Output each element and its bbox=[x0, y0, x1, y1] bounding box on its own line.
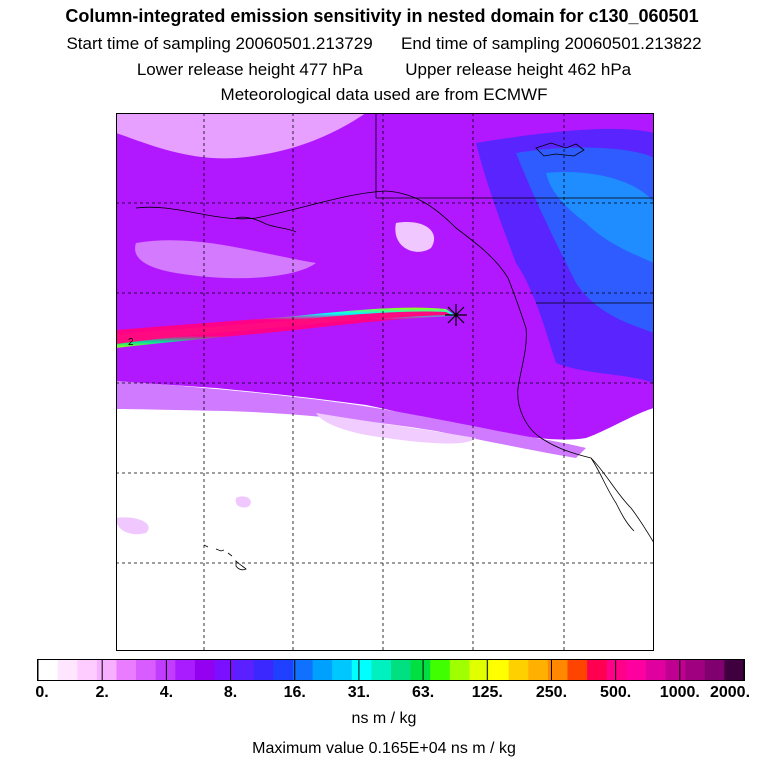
border-line bbox=[375, 113, 654, 199]
colorbar-swatch bbox=[253, 660, 274, 680]
colorbar-unit: ns m / kg bbox=[351, 710, 417, 727]
met-data-note: Meteorological data used are from ECMWF bbox=[220, 85, 548, 104]
coastline-alaska bbox=[135, 190, 527, 329]
colorbar-swatch bbox=[410, 660, 431, 680]
colorbar-swatch bbox=[371, 660, 392, 680]
colorbar-swatch bbox=[175, 660, 196, 680]
colorbar-tick-label: 31. bbox=[347, 684, 371, 701]
colorbar-tick-label: 125. bbox=[471, 684, 503, 701]
map-frame bbox=[116, 113, 654, 651]
colorbar-tick-label: 4. bbox=[159, 684, 174, 701]
sensitivity-map: 2 bbox=[116, 113, 654, 651]
colorbar-swatch bbox=[136, 660, 157, 680]
colorbar-swatch bbox=[214, 660, 235, 680]
colorbar-swatch bbox=[528, 660, 549, 680]
colorbar-tick-label: 500. bbox=[600, 684, 632, 701]
islands-hawaii bbox=[203, 544, 247, 571]
plume-contour-label: 2 bbox=[128, 337, 134, 348]
colorbar-swatch bbox=[292, 660, 314, 680]
colorbar-swatch bbox=[704, 660, 725, 680]
plume-core bbox=[116, 311, 452, 344]
maximum-value: Maximum value 0.165E+04 ns m / kg bbox=[252, 740, 516, 757]
coastline-westcoast bbox=[517, 327, 654, 544]
lower-release-height: Lower release height 477 hPa bbox=[136, 60, 363, 79]
colorbar-swatch bbox=[626, 660, 647, 680]
colorbar-swatch bbox=[194, 660, 215, 680]
coastline-baja bbox=[590, 457, 635, 532]
island-chain-north bbox=[235, 216, 297, 233]
colorbar-swatch bbox=[116, 660, 137, 680]
colorbar-tick-label: 0. bbox=[35, 684, 49, 701]
lake-outline bbox=[535, 142, 585, 157]
star-marker bbox=[445, 304, 467, 326]
colorbar-swatch bbox=[351, 660, 372, 680]
colorbar-swatch bbox=[645, 660, 667, 680]
colorbar-swatch bbox=[724, 660, 745, 680]
plot-title: Column-integrated emission sensitivity i… bbox=[65, 6, 699, 26]
colorbar-tick-label: 1000. bbox=[659, 684, 700, 701]
blue-region-light bbox=[546, 172, 654, 263]
fleck-1 bbox=[116, 517, 149, 535]
light-patch-mid bbox=[395, 222, 435, 252]
colorbar-swatch bbox=[38, 660, 59, 680]
end-time: End time of sampling 20060501.213822 bbox=[401, 34, 702, 53]
colorbar-swatch bbox=[547, 660, 568, 680]
colorbar-swatch bbox=[606, 660, 627, 680]
colorbar-swatch bbox=[567, 660, 588, 680]
colorbar-swatch bbox=[489, 660, 510, 680]
fleck-2 bbox=[235, 496, 251, 508]
start-time: Start time of sampling 20060501.213729 bbox=[66, 34, 373, 53]
colorbar-swatch bbox=[665, 660, 686, 680]
colorbar-swatch bbox=[508, 660, 529, 680]
colorbar-swatch bbox=[96, 660, 117, 680]
colorbar-swatch bbox=[685, 660, 706, 680]
colorbar-swatch bbox=[273, 660, 294, 680]
colorbar-swatch bbox=[234, 660, 255, 680]
colorbar-tick-label: 8. bbox=[223, 684, 238, 701]
colorbar bbox=[37, 659, 745, 681]
colorbar-tick-label: 63. bbox=[411, 684, 435, 701]
colorbar-swatch bbox=[469, 660, 490, 680]
upper-release-height: Upper release height 462 hPa bbox=[405, 60, 632, 79]
light-patch-west bbox=[135, 240, 316, 279]
colorbar-swatch bbox=[77, 660, 98, 680]
colorbar-swatch bbox=[312, 660, 333, 680]
colorbar-swatch bbox=[155, 660, 176, 680]
colorbar-swatch bbox=[587, 660, 608, 680]
colorbar-swatch bbox=[57, 660, 78, 680]
colorbar-tick-label: 250. bbox=[535, 684, 568, 701]
southern-fade-2 bbox=[316, 413, 476, 444]
light-patch-north bbox=[116, 113, 366, 159]
sampling-times: Start time of sampling 20060501.213729 E… bbox=[0, 34, 768, 54]
colorbar-tick-label: 16. bbox=[283, 684, 306, 701]
release-heights: Lower release height 477 hPa Upper relea… bbox=[0, 60, 768, 80]
colorbar-tick-label: 2000. bbox=[709, 684, 751, 701]
colorbar-swatch bbox=[332, 660, 353, 680]
colorbar-swatch bbox=[430, 660, 451, 680]
colorbar-swatch bbox=[449, 660, 470, 680]
colorbar-swatch bbox=[391, 660, 412, 680]
colorbar-frame bbox=[37, 659, 745, 681]
colorbar-tick-label: 2. bbox=[95, 684, 109, 701]
